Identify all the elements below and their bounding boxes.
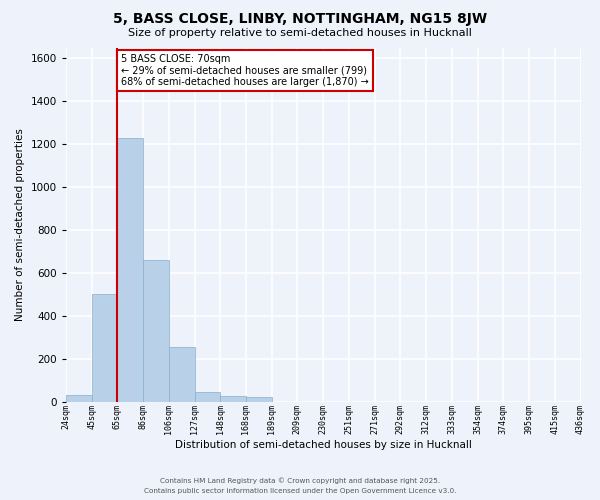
X-axis label: Distribution of semi-detached houses by size in Hucknall: Distribution of semi-detached houses by … [175,440,472,450]
Text: Size of property relative to semi-detached houses in Hucknall: Size of property relative to semi-detach… [128,28,472,38]
Bar [220,396,246,402]
Text: 5, BASS CLOSE, LINBY, NOTTINGHAM, NG15 8JW: 5, BASS CLOSE, LINBY, NOTTINGHAM, NG15 8… [113,12,487,26]
Y-axis label: Number of semi-detached properties: Number of semi-detached properties [15,128,25,321]
Bar [143,260,169,402]
Bar [66,395,92,402]
Text: Contains HM Land Registry data © Crown copyright and database right 2025.
Contai: Contains HM Land Registry data © Crown c… [144,478,456,494]
Bar [118,138,143,402]
Bar [194,392,220,402]
Bar [169,347,194,402]
Bar [246,398,272,402]
Bar [92,294,118,402]
Text: 5 BASS CLOSE: 70sqm
← 29% of semi-detached houses are smaller (799)
68% of semi-: 5 BASS CLOSE: 70sqm ← 29% of semi-detach… [121,54,369,87]
